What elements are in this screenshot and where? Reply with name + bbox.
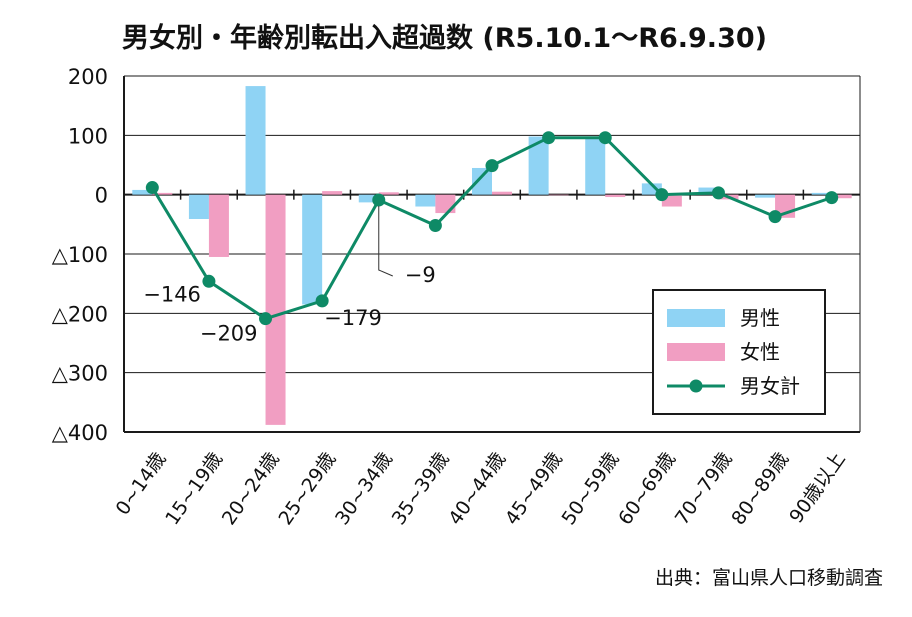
x-category-label: 90歳以上 <box>785 448 850 527</box>
x-category-label: 0~14歳 <box>112 448 171 519</box>
y-tick-label: △300 <box>52 362 108 386</box>
y-tick-label: 0 <box>95 184 108 208</box>
bar-male <box>698 187 719 195</box>
data-label: −209 <box>200 322 258 346</box>
bar-male <box>755 194 776 198</box>
bar-male <box>132 189 153 195</box>
total-series-point <box>655 188 669 202</box>
bar-male <box>472 167 492 195</box>
axes <box>123 75 861 433</box>
total-series-point <box>768 210 782 224</box>
total-series-point <box>145 181 159 195</box>
y-axis-ticks: 200 100 0 △100 △200 △300 △400 <box>52 65 108 445</box>
total-series-point <box>259 312 273 326</box>
bar-male <box>245 86 266 195</box>
leader-line <box>378 206 393 277</box>
y-tick-label: 100 <box>68 124 108 148</box>
x-axis-categories: 0~14歳15~19歳20~24歳25~29歳30~34歳35~39歳40~44… <box>112 448 850 529</box>
bar-female <box>322 191 343 195</box>
data-label: −146 <box>143 282 201 306</box>
bar-male <box>415 194 436 207</box>
bar-female <box>548 194 569 196</box>
bar-male <box>188 194 209 219</box>
source-note: 出典：富山県人口移動調査 <box>655 567 883 589</box>
total-series-point <box>315 294 329 308</box>
bar-male <box>811 192 832 195</box>
y-tick-label: △200 <box>52 302 108 326</box>
total-series-point <box>485 159 499 173</box>
legend-marker <box>689 379 703 393</box>
total-series-point <box>372 193 386 207</box>
bar-male <box>528 136 549 195</box>
bar-female <box>435 194 456 214</box>
y-tick-label: 200 <box>68 65 108 89</box>
y-tick-label: △100 <box>52 243 108 267</box>
y-tick-label: △400 <box>52 421 108 445</box>
bar-male <box>641 183 662 195</box>
bars <box>132 86 852 425</box>
bar-male <box>358 194 379 203</box>
bar-female <box>378 192 399 195</box>
total-series-point <box>825 191 839 205</box>
legend-label: 男性 <box>740 306 780 330</box>
total-series-point <box>598 131 612 145</box>
legend-label: 女性 <box>740 340 780 364</box>
total-line <box>145 131 839 326</box>
legend-swatch <box>667 309 725 327</box>
bar-female <box>661 194 682 207</box>
bar-female <box>152 192 173 195</box>
total-series-point <box>711 186 725 200</box>
data-label: −9 <box>405 263 436 287</box>
bar-female <box>265 194 286 425</box>
data-labels: −146 −209 −179 −9 <box>143 206 436 346</box>
x-category-label: 80~89歳 <box>727 448 793 529</box>
bar-male <box>585 137 606 195</box>
total-series-point <box>428 219 442 233</box>
legend-swatch <box>667 343 725 361</box>
bar-female <box>208 194 229 257</box>
bar-female <box>831 194 852 199</box>
data-label: −179 <box>324 306 382 330</box>
bar-male <box>302 194 323 305</box>
total-series-point <box>202 274 216 288</box>
bar-female <box>492 191 512 195</box>
legend-label: 男女計 <box>740 374 800 398</box>
chart-title: 男女別・年齢別転出入超過数 (R5.10.1～R6.9.30) <box>122 22 767 54</box>
total-series-point <box>542 131 556 145</box>
bar-female <box>605 194 626 198</box>
